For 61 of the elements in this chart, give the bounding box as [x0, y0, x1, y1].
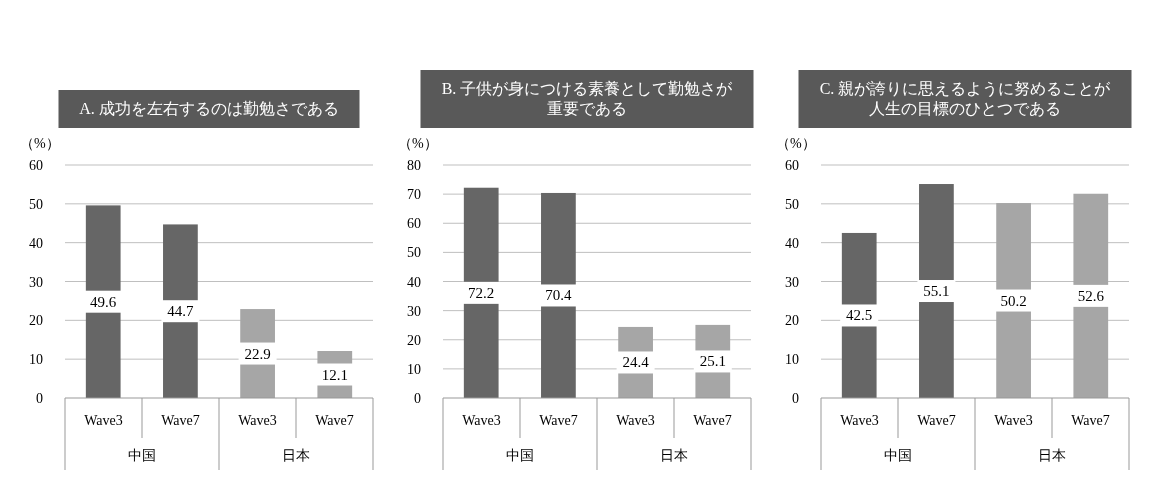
x-tick-label: Wave7	[917, 413, 956, 428]
text: 日本	[660, 448, 688, 463]
y-tick-label: 30	[785, 274, 799, 290]
y-tick-label: 70	[407, 187, 421, 203]
data-label: 12.1	[321, 366, 348, 383]
data-label: 49.6	[90, 293, 117, 310]
data-label: 22.9	[244, 345, 271, 362]
y-tick-label: 80	[407, 158, 421, 173]
data-label: 55.1	[923, 283, 950, 300]
x-tick-label: Wave3	[994, 413, 1033, 428]
data-label: 25.1	[699, 353, 726, 370]
y-tick-label: 40	[407, 274, 421, 290]
y-tick-label: 10	[29, 352, 43, 368]
y-tick-label: 0	[792, 391, 799, 406]
text: 中国	[506, 448, 534, 463]
data-label: 24.4	[622, 354, 650, 371]
data-label: 42.5	[846, 307, 873, 324]
y-tick-label: 20	[29, 313, 43, 329]
data-label: 44.7	[167, 303, 195, 320]
y-tick-label: 10	[785, 352, 799, 368]
bar	[919, 184, 954, 398]
x-tick-label: Wave7	[161, 413, 200, 428]
y-axis-title: （%）	[20, 136, 60, 151]
y-tick-label: 50	[785, 196, 799, 212]
x-tick-label: Wave3	[462, 413, 501, 428]
y-axis-title: （%）	[776, 136, 816, 151]
y-tick-label: 0	[414, 391, 421, 406]
chart-title: B. 子供が身につける素養として勤勉さが重要である	[441, 80, 734, 117]
y-tick-label: 60	[29, 158, 43, 173]
y-tick-label: 50	[407, 245, 421, 261]
x-tick-label: Wave3	[84, 413, 123, 428]
x-tick-label: Wave7	[539, 413, 578, 428]
x-tick-label: Wave7	[693, 413, 732, 428]
y-tick-label: 60	[407, 216, 421, 232]
text: 中国	[884, 448, 912, 463]
x-tick-label: Wave3	[840, 413, 879, 428]
y-tick-label: 60	[785, 158, 799, 173]
x-tick-label: Wave7	[315, 413, 354, 428]
text: 日本	[1038, 448, 1066, 463]
y-tick-label: 0	[36, 391, 43, 406]
bar	[463, 187, 499, 398]
data-label: 50.2	[1000, 292, 1027, 309]
y-tick-label: 20	[785, 313, 799, 329]
x-tick-label: Wave7	[1071, 413, 1110, 428]
y-tick-label: 40	[29, 235, 43, 251]
data-label: 70.4	[545, 287, 573, 304]
y-tick-label: 40	[785, 235, 799, 251]
text: 中国	[128, 448, 156, 463]
y-axis-title: （%）	[398, 136, 438, 151]
y-tick-label: 30	[407, 303, 421, 319]
chart-title: A. 成功を左右するのは勤勉さである	[79, 100, 339, 117]
x-tick-label: Wave3	[616, 413, 655, 428]
y-tick-label: 50	[29, 196, 43, 212]
chart-title: C. 親が誇りに思えるように努めることが人生の目標のひとつである	[819, 80, 1112, 117]
data-label: 72.2	[468, 284, 495, 301]
text: 日本	[282, 448, 310, 463]
y-tick-label: 10	[407, 361, 421, 377]
y-tick-label: 30	[29, 274, 43, 290]
x-tick-label: Wave3	[238, 413, 277, 428]
data-label: 52.6	[1077, 287, 1105, 304]
y-tick-label: 20	[407, 332, 421, 348]
